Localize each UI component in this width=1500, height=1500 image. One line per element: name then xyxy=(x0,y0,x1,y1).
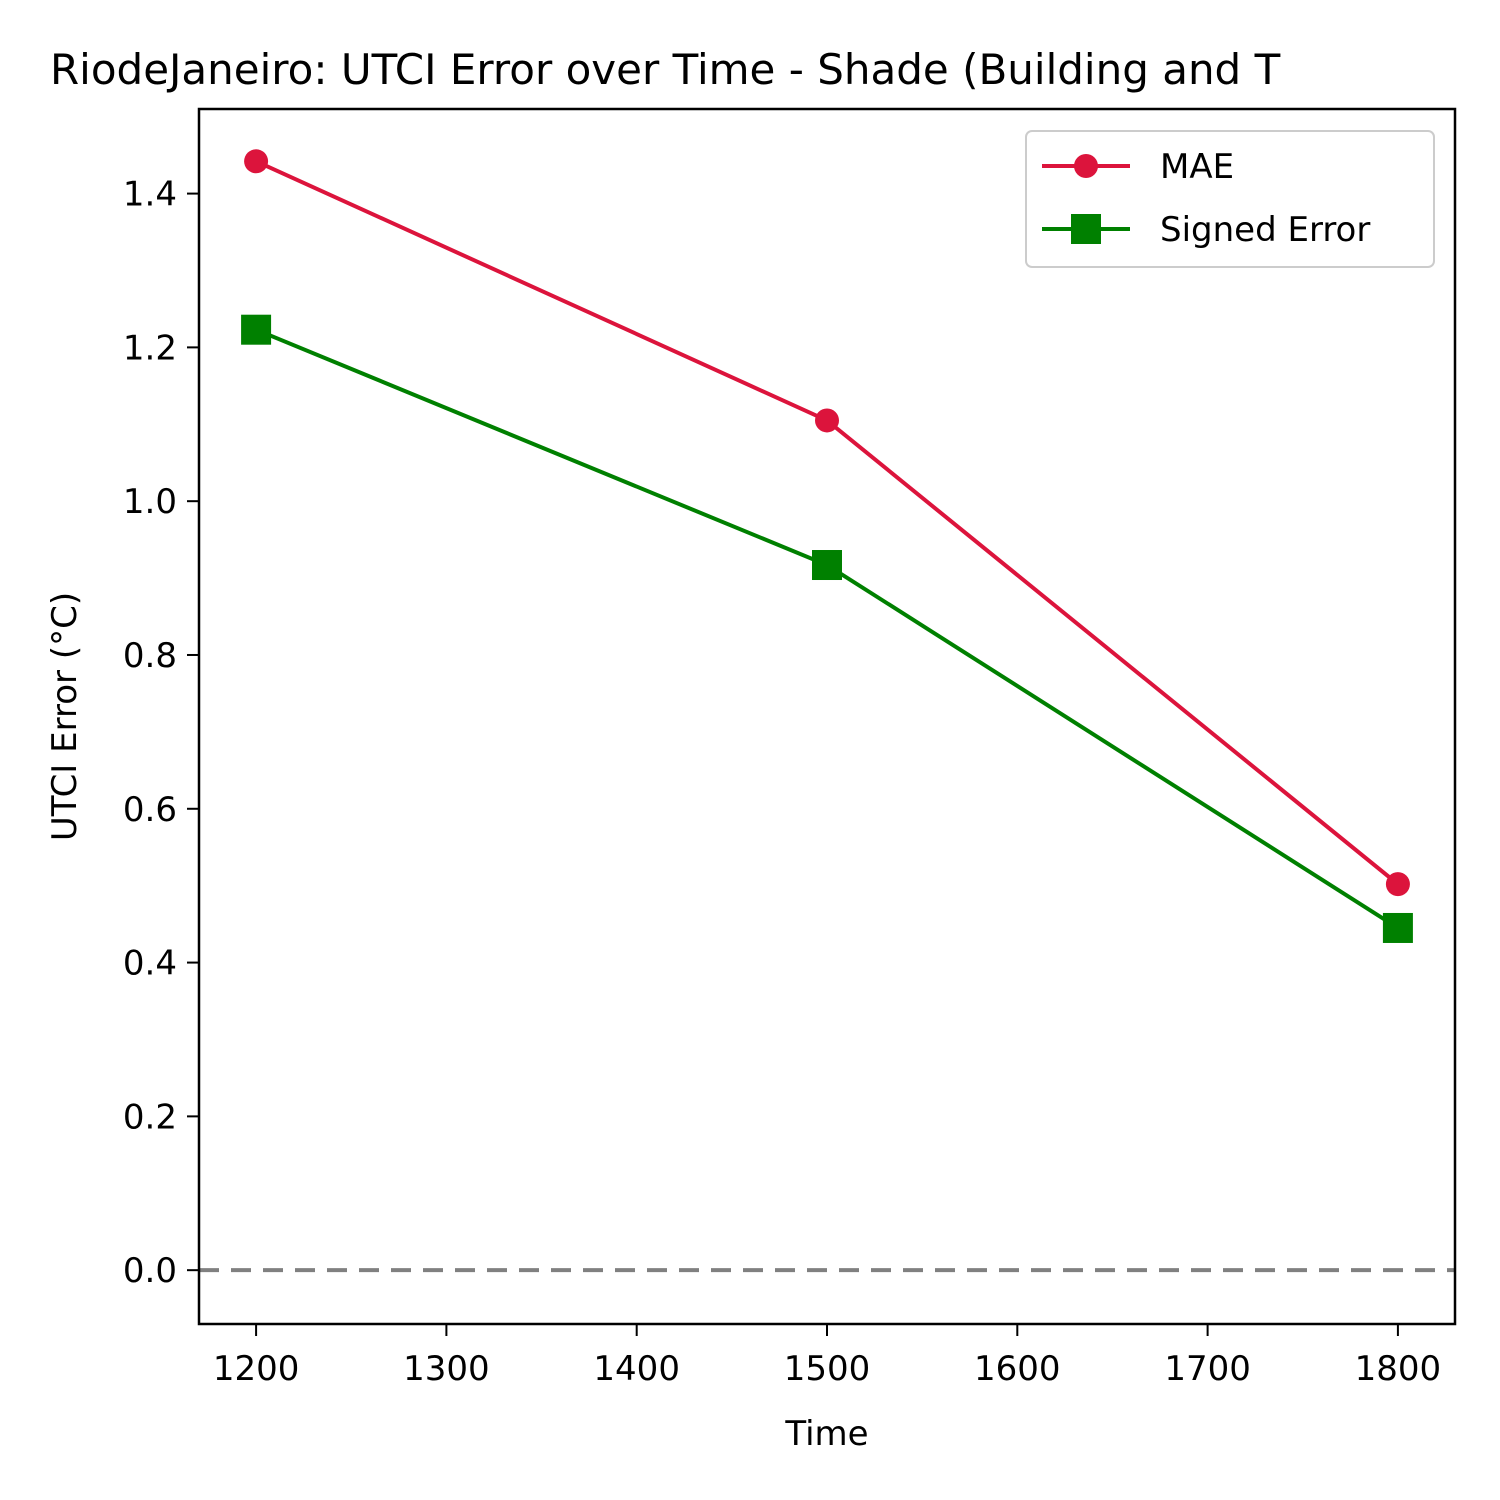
y-axis-ticks: 0.0 0.2 0.4 0.6 0.8 1.0 1.2 1.4 xyxy=(123,175,199,1291)
y-tick-label: 1.0 xyxy=(123,482,177,522)
chart-title: RiodeJaneiro: UTCI Error over Time - Sha… xyxy=(50,45,1281,94)
legend-label: Signed Error xyxy=(1160,210,1370,250)
data-point xyxy=(244,149,269,174)
y-tick-label: 1.2 xyxy=(123,328,177,368)
y-tick-label: 1.4 xyxy=(123,175,177,215)
legend-marker xyxy=(1074,154,1098,178)
x-tick-label: 1600 xyxy=(974,1349,1061,1389)
data-point xyxy=(812,550,842,581)
legend-marker xyxy=(1071,214,1101,244)
x-axis-label: Time xyxy=(784,1414,868,1454)
x-tick-label: 1200 xyxy=(213,1349,300,1389)
legend: MAE Signed Error xyxy=(1025,130,1435,268)
y-tick-label: 0.6 xyxy=(123,790,177,830)
x-tick-label: 1700 xyxy=(1164,1349,1251,1389)
y-tick-label: 0.8 xyxy=(123,636,177,676)
series-layer xyxy=(241,149,1413,943)
y-tick-label: 0.0 xyxy=(123,1251,177,1291)
data-point xyxy=(241,314,272,345)
y-tick-label: 0.2 xyxy=(123,1097,177,1137)
x-tick-label: 1400 xyxy=(593,1349,680,1389)
x-axis-ticks: 1200 1300 1400 1500 1600 1700 1800 xyxy=(213,1324,1441,1389)
x-tick-label: 1500 xyxy=(784,1349,871,1389)
legend-label: MAE xyxy=(1160,147,1234,187)
x-tick-label: 1800 xyxy=(1355,1349,1442,1389)
series-line xyxy=(255,159,1400,886)
data-point xyxy=(1382,912,1413,943)
y-axis-label: UTCI Error (°C) xyxy=(45,592,85,841)
data-point xyxy=(815,408,839,433)
x-tick-label: 1300 xyxy=(403,1349,490,1389)
series-mae xyxy=(244,149,1410,897)
legend-item: MAE xyxy=(1042,147,1234,187)
plot-frame xyxy=(197,107,1457,1326)
data-point xyxy=(1385,872,1410,897)
series-signed-error xyxy=(241,314,1413,943)
y-axis-label-group: UTCI Error (°C) xyxy=(45,592,85,841)
y-tick-label: 0.4 xyxy=(123,944,177,984)
legend-item: Signed Error xyxy=(1042,210,1370,250)
